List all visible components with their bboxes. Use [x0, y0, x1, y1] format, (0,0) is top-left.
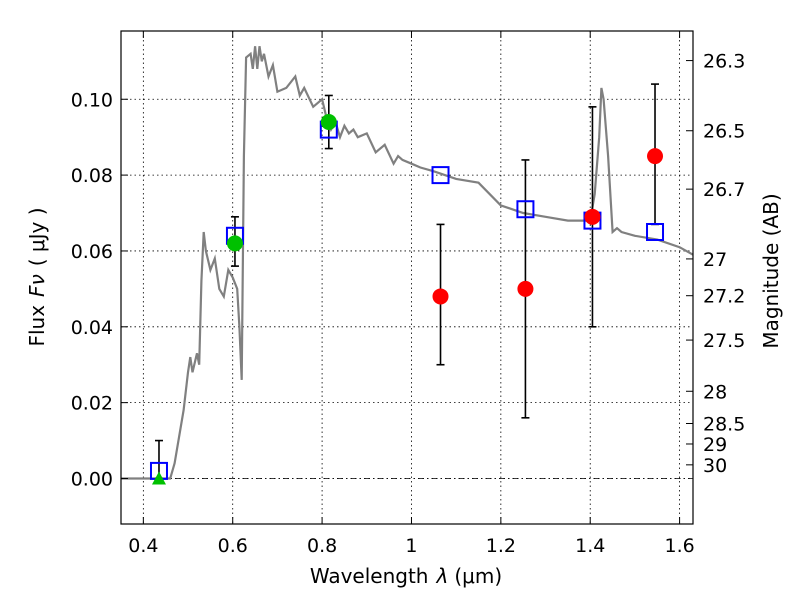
magnitude-tick-label: 26.7	[703, 179, 745, 201]
grid-layer	[121, 31, 693, 524]
x-tick-label: 1	[405, 535, 417, 557]
plot-area-frame	[120, 30, 694, 525]
upper-limit-triangle	[151, 471, 166, 485]
magnitude-tick-label: 28	[703, 381, 727, 403]
x-tick-label: 1.4	[575, 535, 605, 557]
y-axis-label-left: FluxFν( μJy )	[25, 207, 49, 346]
model-photometry-square	[646, 222, 665, 241]
model-spectrum-line	[121, 46, 694, 480]
y-tick-label: 0.10	[71, 89, 113, 111]
magnitude-tick-label: 26.5	[703, 121, 745, 143]
x-tick-label: 1.6	[664, 535, 694, 557]
magnitude-tick-label: 30	[703, 455, 727, 477]
x-tick-label: 0.8	[307, 535, 337, 557]
model-photometry-square	[516, 200, 535, 219]
magnitude-tick-label: 27	[703, 249, 727, 271]
y-tick-label: 0.08	[71, 165, 113, 187]
y-tick-label: 0.06	[71, 241, 113, 263]
detection-point	[647, 148, 664, 165]
x-tick-label: 0.4	[128, 535, 158, 557]
data-marks	[149, 83, 665, 485]
magnitude-tick-label: 27.2	[703, 286, 745, 308]
y-axis-label-right: Magnitude (AB)	[759, 193, 783, 348]
y-tick-label: 0.02	[71, 393, 113, 415]
x-axis-label: Wavelength λ (μm)	[310, 564, 502, 588]
detection-point	[517, 280, 534, 297]
model-photometry-square	[431, 166, 450, 185]
detection-point	[584, 208, 601, 225]
detection-point	[432, 288, 449, 305]
x-tick-label: 1.2	[486, 535, 516, 557]
axis-ticks: 0.4 0.6 0.8 1 1.2 1.4 1.6 0.00 0.02 0.04 0.06 0.08 0…	[71, 31, 745, 557]
magnitude-tick-label: 26.3	[703, 51, 745, 73]
magnitude-tick-label: 28.5	[703, 414, 745, 436]
y-tick-label: 0.00	[71, 468, 113, 490]
x-tick-label: 0.6	[218, 535, 248, 557]
detection-point	[226, 235, 243, 252]
magnitude-tick-label: 29	[703, 434, 727, 456]
detection-point	[320, 114, 337, 131]
magnitude-tick-label: 27.5	[703, 330, 745, 352]
y-tick-label: 0.04	[71, 317, 113, 339]
